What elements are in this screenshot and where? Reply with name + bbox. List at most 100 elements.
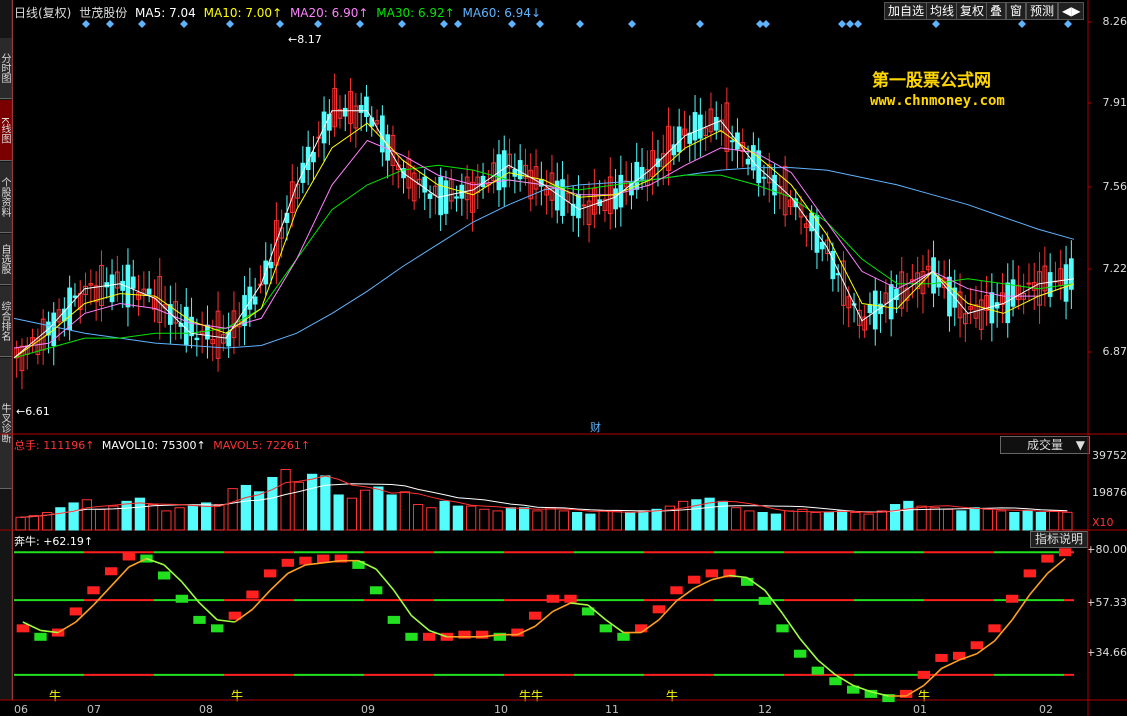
candle-body: [88, 283, 94, 286]
volume-bar: [903, 500, 914, 531]
event-diamond-icon: [838, 20, 846, 28]
volume-bar: [426, 507, 437, 531]
volume-bar: [320, 475, 331, 531]
candle-body: [528, 169, 534, 200]
indicator-signal-block: [493, 632, 507, 641]
candle-body: [183, 306, 189, 346]
volume-bar: [293, 481, 305, 531]
candle-body: [920, 271, 926, 295]
event-diamond-icon: [1064, 20, 1072, 28]
candle-body: [72, 295, 78, 298]
candle-body: [130, 276, 136, 289]
volume-bar: [598, 510, 609, 531]
indicator-smooth-line: [22, 621, 41, 632]
volume-bar: [624, 511, 636, 531]
indicator-help-button[interactable]: 指标说明: [1030, 531, 1089, 548]
volume-bar: [677, 500, 689, 531]
volume-bar: [174, 507, 185, 531]
side-tab-diagnosis[interactable]: 牛叉诊断: [0, 358, 12, 489]
volume-bar: [280, 469, 291, 531]
indicator-smooth-line: [941, 659, 960, 670]
candle-body: [756, 150, 762, 184]
candle-body: [899, 271, 905, 309]
candle-body: [411, 172, 417, 202]
indicator-smooth-line: [640, 619, 660, 634]
candle-body: [189, 316, 194, 337]
candle-body: [491, 162, 497, 181]
indicator-signal-block: [369, 586, 383, 595]
indicator-signal-block: [882, 694, 895, 703]
window-button[interactable]: 窗: [1006, 2, 1027, 20]
nav-arrows-button[interactable]: ◀▶: [1058, 2, 1085, 20]
candle-body: [220, 334, 226, 344]
volume-bar: [876, 510, 888, 531]
volume-bar: [452, 505, 464, 531]
ma-line-ma10: [13, 122, 1075, 359]
side-tab-kline[interactable]: K线图: [0, 100, 12, 161]
event-diamond-icon: [1018, 20, 1026, 28]
volume-bar: [889, 504, 901, 531]
volume-bar: [929, 507, 941, 531]
event-diamond-icon: [846, 20, 854, 28]
candle-body: [772, 174, 777, 196]
indicator-signal-block: [210, 624, 224, 633]
candle-body: [602, 198, 608, 212]
candle-body: [692, 112, 698, 141]
volume-header: 总手: 111196↑ MAVOL10: 75300↑ MAVOL5: 7226…: [14, 437, 310, 452]
candle-body: [798, 204, 804, 218]
side-tab-intraday[interactable]: 分时图: [0, 38, 12, 99]
indicator-signal-block: [758, 596, 772, 605]
volume-bar: [492, 510, 503, 531]
candle-body: [729, 140, 735, 143]
overlay-button[interactable]: 叠: [986, 2, 1007, 20]
candle-body: [427, 193, 433, 199]
side-tab-ranking[interactable]: 综合排名: [0, 286, 12, 357]
candle-body: [523, 164, 528, 179]
candle-body: [883, 292, 889, 304]
forecast-button[interactable]: 预测: [1026, 2, 1059, 20]
adjust-button[interactable]: 复权: [956, 2, 989, 20]
volume-selector[interactable]: 成交量 ▼: [1000, 436, 1090, 454]
mavol5-line: [20, 475, 1068, 518]
add-favorite-button[interactable]: 加自选: [884, 2, 929, 20]
candle-body: [146, 288, 152, 295]
volume-bar: [664, 505, 676, 531]
side-tab-profile[interactable]: 个股资料: [0, 162, 12, 233]
volume-tick: 39752: [1092, 449, 1127, 462]
indicator-smooth-line: [1011, 594, 1031, 621]
indicator-signal-block: [988, 624, 1001, 633]
event-diamond-icon: [696, 20, 704, 28]
financial-report-marker[interactable]: 财: [590, 421, 601, 434]
indicator-signal-block: [193, 615, 206, 624]
indicator-signal-block: [422, 632, 436, 641]
indicator-signal-block: [246, 590, 259, 599]
volume-bar: [1022, 510, 1033, 531]
indicator-smooth-line: [676, 587, 695, 602]
indicator-signal-block: [387, 615, 401, 624]
candle-body: [1042, 265, 1048, 292]
indicator-smooth-line: [746, 576, 766, 591]
indicator-tick: +80.00: [1086, 543, 1127, 556]
volume-bar: [757, 511, 768, 531]
candle-body: [374, 120, 380, 125]
candle-body: [978, 299, 984, 330]
ma-button[interactable]: 均线: [926, 2, 959, 20]
indicator-smooth-line: [799, 638, 819, 661]
volume-bar: [704, 497, 715, 531]
candle-body: [464, 176, 470, 201]
candle-body: [157, 276, 163, 323]
candle-body: [385, 134, 391, 161]
indicator-smooth-line: [764, 589, 784, 615]
x-tick: 01: [913, 703, 927, 716]
indicator-smooth-line: [958, 652, 978, 661]
candle-body: [713, 117, 719, 131]
indicator-smooth-line: [923, 667, 943, 687]
indicator-signal-block: [776, 624, 789, 633]
candle-body: [422, 176, 428, 193]
candle-body: [125, 264, 131, 308]
indicator-signal-block: [16, 624, 30, 633]
candle-body: [666, 125, 671, 171]
side-tab-watchlist[interactable]: 自选股: [0, 234, 12, 285]
x-tick: 02: [1039, 703, 1053, 716]
